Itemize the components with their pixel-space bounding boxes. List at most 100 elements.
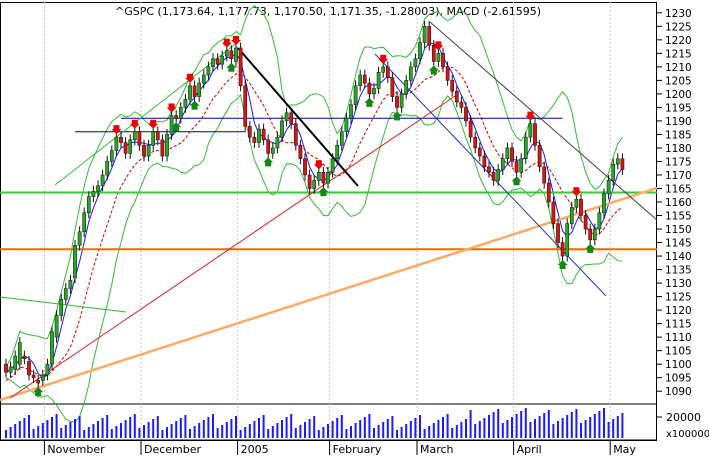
candle-body bbox=[611, 163, 616, 181]
volume-bar bbox=[193, 426, 196, 438]
volume-bar bbox=[23, 418, 26, 438]
volume-bar bbox=[345, 429, 348, 438]
candle-body bbox=[579, 199, 583, 216]
candle-body bbox=[197, 82, 202, 97]
y-tick-label: 1195 bbox=[665, 102, 692, 114]
candle-body bbox=[261, 128, 266, 141]
sell-arrow-icon bbox=[231, 35, 241, 45]
volume-bar bbox=[74, 419, 76, 438]
buy-arrow-icon bbox=[511, 176, 522, 186]
candle-body bbox=[376, 72, 381, 89]
candle-body bbox=[8, 366, 13, 373]
volume-bar bbox=[575, 409, 578, 438]
volume-bar bbox=[603, 408, 605, 438]
candle-body bbox=[128, 139, 133, 154]
y-tick-label: 1155 bbox=[665, 211, 692, 223]
volume-bar bbox=[432, 423, 435, 438]
sell-arrow-icon bbox=[221, 38, 232, 48]
volume-bar bbox=[469, 410, 472, 438]
candle-body bbox=[50, 331, 54, 365]
candle-body bbox=[468, 120, 473, 138]
candle-body bbox=[362, 74, 367, 84]
volume-bar bbox=[557, 421, 559, 438]
black-downtrend-line bbox=[237, 47, 359, 187]
buy-arrow-icon bbox=[585, 243, 596, 253]
volume-bar bbox=[235, 416, 237, 438]
candle-body bbox=[211, 58, 215, 68]
volume-bar bbox=[511, 417, 513, 438]
candle-body bbox=[556, 223, 560, 243]
candle-body bbox=[206, 66, 211, 76]
candle-body bbox=[533, 123, 537, 146]
y-tick-label: 1210 bbox=[665, 62, 692, 74]
candle-body bbox=[326, 172, 330, 184]
volume-bar bbox=[133, 414, 136, 438]
volume-bar bbox=[202, 420, 205, 438]
chart-title: ^GSPC (1,173.64, 1,177.73, 1,170.50, 1,1… bbox=[115, 5, 541, 18]
candle-body bbox=[280, 120, 284, 138]
volume-bar bbox=[253, 421, 256, 438]
candle-body bbox=[201, 74, 206, 84]
y-tick-label: 1095 bbox=[665, 373, 692, 385]
candle-body bbox=[59, 299, 64, 316]
volume-bar bbox=[483, 418, 486, 438]
volume-bar bbox=[51, 417, 53, 438]
y-tick-label: 1220 bbox=[665, 35, 692, 47]
y-tick-label: 1150 bbox=[665, 224, 692, 236]
buy-arrow-icon bbox=[428, 65, 439, 75]
candle-body bbox=[431, 44, 436, 62]
volume-bar bbox=[189, 429, 191, 438]
candle-body bbox=[597, 212, 602, 230]
candle-body bbox=[137, 131, 142, 146]
volume-bar bbox=[55, 414, 58, 438]
y-tick-label: 1115 bbox=[665, 319, 692, 331]
sell-arrow-icon bbox=[129, 119, 140, 129]
candle-body bbox=[123, 142, 128, 154]
volume-bar bbox=[170, 424, 173, 438]
candle-body bbox=[160, 139, 165, 157]
volume-bar bbox=[225, 422, 228, 438]
volume-bar bbox=[363, 417, 366, 438]
sell-arrow-icon bbox=[111, 125, 122, 135]
y-tick-label: 1165 bbox=[665, 183, 692, 195]
volume-bar bbox=[359, 420, 362, 438]
candle-body bbox=[413, 58, 418, 68]
candle-body bbox=[569, 207, 574, 224]
volume-bar bbox=[41, 423, 44, 438]
candle-body bbox=[418, 42, 422, 60]
volume-bar bbox=[267, 429, 270, 438]
volume-bar bbox=[322, 427, 325, 438]
x-tick-label: March bbox=[420, 443, 454, 456]
candle-body bbox=[298, 144, 303, 160]
candle-body bbox=[13, 355, 18, 370]
candle-body bbox=[620, 158, 625, 170]
volume-bar bbox=[92, 424, 95, 438]
candle-body bbox=[427, 26, 432, 46]
candle-body bbox=[96, 185, 100, 192]
buy-arrow-icon bbox=[318, 187, 329, 197]
buy-arrow-icon bbox=[557, 260, 568, 270]
volume-bar bbox=[129, 417, 132, 438]
volume-bar bbox=[437, 420, 440, 438]
volume-bar bbox=[46, 420, 49, 438]
candle-body bbox=[588, 228, 593, 241]
candle-body bbox=[436, 53, 441, 62]
volume-bar bbox=[589, 417, 592, 438]
candle-body bbox=[31, 374, 36, 378]
candle-body bbox=[321, 172, 326, 184]
candle-body bbox=[565, 223, 570, 257]
volume-bar bbox=[120, 423, 122, 438]
volume-bar bbox=[221, 425, 224, 438]
candle-body bbox=[381, 66, 386, 73]
candle-body bbox=[73, 244, 77, 278]
candle-body bbox=[146, 144, 151, 157]
candle-body bbox=[215, 58, 220, 65]
candle-body bbox=[454, 90, 459, 103]
candle-body bbox=[482, 155, 487, 168]
candle-body bbox=[523, 136, 528, 160]
volume-bar bbox=[465, 419, 467, 438]
volume-bar bbox=[373, 428, 375, 438]
buy-arrow-icon bbox=[263, 157, 274, 167]
candle-body bbox=[100, 174, 105, 187]
